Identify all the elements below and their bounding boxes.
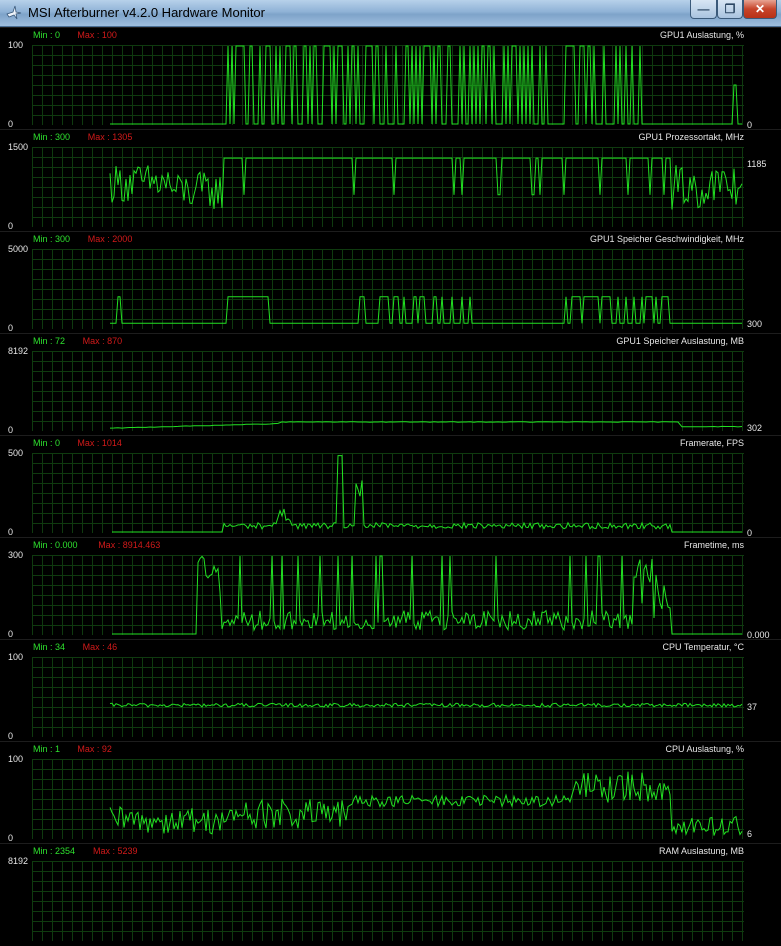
series-line (109, 157, 743, 210)
close-button[interactable]: ✕ (743, 0, 777, 19)
minimize-icon: — (697, 2, 710, 16)
max-label: Max : 92 (77, 744, 112, 754)
axis-bottom-label: 0 (8, 527, 14, 537)
graph-panel[interactable]: Min : 0 Max : 100 GPU1 Auslastung, % 100 0 0 (0, 27, 781, 130)
window-title: MSI Afterburner v4.2.0 Hardware Monitor (28, 5, 265, 20)
axis-bottom-label: 0 (8, 833, 14, 843)
graph-panel[interactable]: Min : 1 Max : 92 CPU Auslastung, % 100 0 6 (0, 741, 781, 844)
graph-plot[interactable] (32, 555, 744, 635)
graph-grid (32, 249, 744, 329)
graph-name: Framerate, FPS (679, 438, 744, 448)
max-label: Max : 5239 (93, 846, 138, 856)
axis-top-label: 100 (8, 40, 24, 50)
axis-bottom-label: 0 (8, 731, 14, 741)
graph-name: GPU1 Auslastung, % (659, 30, 744, 40)
graph-name: GPU1 Speicher Geschwindigkeit, MHz (589, 234, 744, 244)
max-label: Max : 2000 (87, 234, 133, 244)
graph-plot[interactable] (32, 351, 744, 431)
graph-name: GPU1 Prozessortakt, MHz (638, 132, 744, 142)
min-label: Min : 0 (33, 438, 61, 448)
axis-bottom-label: 0 (8, 119, 14, 129)
graph-plot[interactable] (32, 657, 744, 737)
axis-top-label: 8192 (8, 346, 29, 356)
current-value: 0.000 (747, 630, 770, 640)
current-value: 0 (747, 528, 753, 538)
axis-bottom-label: 0 (8, 323, 14, 333)
min-label: Min : 300 (33, 132, 71, 142)
min-label: Min : 1 (33, 744, 61, 754)
axis-top-label: 1500 (8, 142, 29, 152)
graph-grid (32, 453, 744, 533)
axis-top-label: 8192 (8, 856, 29, 866)
graph-name: GPU1 Speicher Auslastung, MB (616, 336, 744, 346)
series-line (109, 702, 743, 708)
axis-top-label: 500 (8, 448, 24, 458)
graph-grid (32, 759, 744, 839)
current-value: 0 (747, 120, 753, 130)
graph-grid (32, 555, 744, 635)
series-line (112, 555, 742, 635)
graph-plot[interactable] (32, 453, 744, 533)
max-label: Max : 1305 (87, 132, 133, 142)
maximize-button[interactable]: ❐ (717, 0, 743, 19)
series-line (112, 455, 742, 533)
max-label: Max : 100 (77, 30, 117, 40)
axis-top-label: 5000 (8, 244, 29, 254)
max-label: Max : 870 (82, 336, 123, 346)
current-value: 300 (747, 319, 763, 330)
min-label: Min : 72 (33, 336, 66, 346)
series-line (110, 296, 742, 324)
close-icon: ✕ (754, 2, 766, 16)
graph-plot[interactable] (32, 861, 744, 941)
axis-top-label: 300 (8, 550, 24, 560)
max-label: Max : 8914.463 (98, 540, 161, 550)
graph-grid (32, 351, 744, 431)
maximize-icon: ❐ (724, 2, 736, 16)
series-line (110, 45, 742, 125)
series-line (109, 771, 743, 836)
afterburner-plane-icon (6, 5, 22, 20)
axis-bottom-label: 0 (8, 425, 14, 435)
graph-panel[interactable]: Min : 0.000 Max : 8914.463 Frametime, ms 30… (0, 537, 781, 640)
graph-plot[interactable] (32, 759, 744, 839)
graph-name: CPU Auslastung, % (665, 744, 744, 754)
graph-plot[interactable] (32, 147, 744, 227)
graph-panel[interactable]: Min : 72 Max : 870 GPU1 Speicher Auslastun… (0, 333, 781, 436)
graph-panel[interactable]: Min : 300 Max : 2000 GPU1 Speicher Geschwi… (0, 231, 781, 334)
axis-bottom-label: 0 (8, 629, 14, 639)
minimize-button[interactable]: — (690, 0, 717, 19)
max-label: Max : 1014 (77, 438, 122, 448)
graph-grid (32, 861, 744, 941)
min-label: Min : 0 (33, 30, 61, 40)
graph-panel[interactable]: Min : 0 Max : 1014 Framerate, FPS 500 0 0 (0, 435, 781, 538)
axis-bottom-label: 0 (8, 221, 14, 231)
title-bar[interactable]: MSI Afterburner v4.2.0 Hardware Monitor … (0, 0, 781, 27)
graph-name: RAM Auslastung, MB (658, 846, 744, 856)
min-label: Min : 0.000 (33, 540, 78, 550)
current-value: 6 (747, 829, 753, 840)
graph-plot[interactable] (32, 45, 744, 125)
graph-panel[interactable]: Min : 300 Max : 1305 GPU1 Prozessortakt, M… (0, 129, 781, 232)
axis-top-label: 100 (8, 754, 24, 764)
min-label: Min : 300 (33, 234, 71, 244)
axis-top-label: 100 (8, 652, 24, 662)
max-label: Max : 46 (82, 642, 118, 652)
min-label: Min : 2354 (33, 846, 76, 856)
graph-grid (32, 147, 744, 227)
graph-grid (32, 657, 744, 737)
graph-name: Frametime, ms (683, 540, 744, 550)
current-value: 37 (747, 702, 758, 713)
min-label: Min : 34 (33, 642, 66, 652)
current-value: 302 (747, 423, 763, 434)
series-line (109, 421, 743, 429)
graph-plot[interactable] (32, 249, 744, 329)
graph-name: CPU Temperatur, °C (662, 642, 744, 652)
graph-panel[interactable]: Min : 34 Max : 46 CPU Temperatur, °C 100 0 37 (0, 639, 781, 742)
current-value: 1185 (747, 158, 767, 169)
